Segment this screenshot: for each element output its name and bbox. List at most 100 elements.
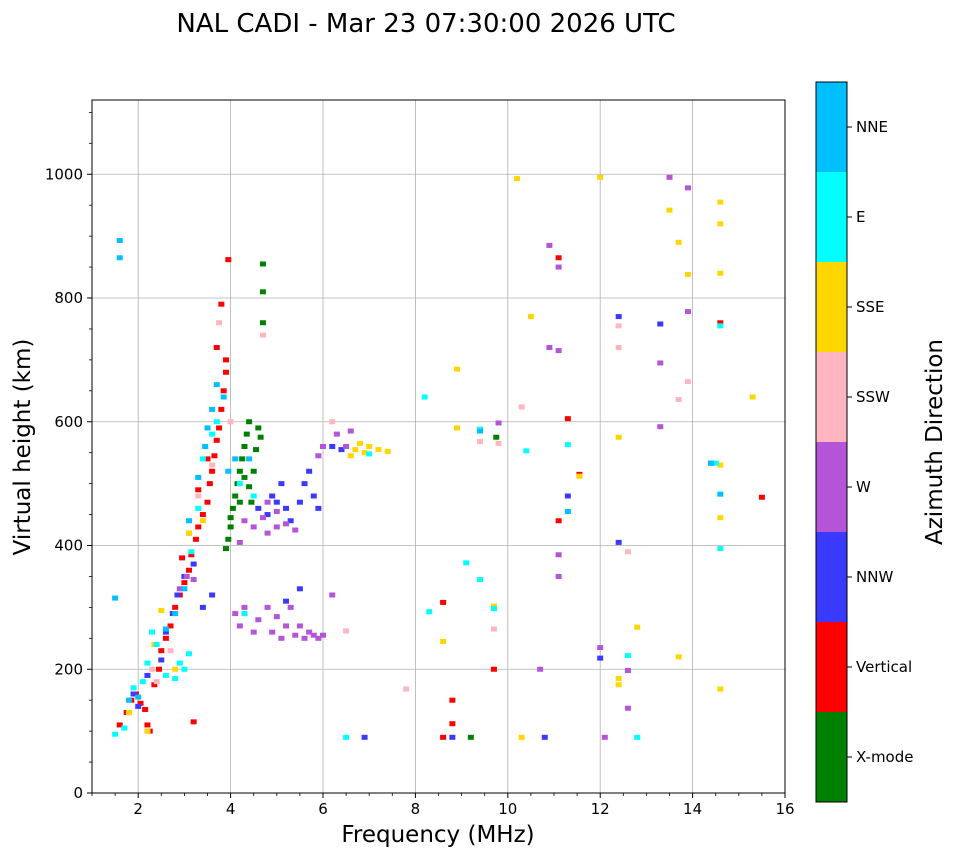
- data-point-sse: [514, 176, 521, 182]
- data-point-nne: [564, 508, 571, 514]
- data-point-vertical: [218, 406, 225, 412]
- data-point-x-mode: [236, 499, 243, 505]
- data-point-e: [199, 456, 206, 462]
- data-point-nne: [125, 697, 132, 703]
- data-point-nnw: [338, 447, 345, 453]
- data-point-e: [188, 549, 195, 555]
- y-tick-label: 600: [54, 413, 83, 431]
- data-point-ssw: [227, 419, 234, 425]
- data-point-w: [301, 635, 308, 641]
- data-point-vertical: [206, 481, 213, 487]
- data-point-w: [546, 242, 553, 248]
- data-point-nnw: [301, 481, 308, 487]
- data-point-vertical: [167, 623, 174, 629]
- data-point-ssw: [490, 626, 497, 632]
- data-point-w: [273, 614, 280, 620]
- data-point-nnw: [564, 493, 571, 499]
- data-point-nnw: [209, 592, 216, 598]
- data-point-sse: [717, 686, 724, 692]
- data-point-w: [347, 428, 354, 434]
- data-point-x-mode: [259, 261, 266, 267]
- data-point-nnw: [597, 655, 604, 661]
- data-point-sse: [440, 638, 447, 644]
- data-point-x-mode: [222, 546, 229, 552]
- data-point-e: [634, 734, 641, 740]
- data-point-vertical: [218, 301, 225, 307]
- data-point-sse: [717, 270, 724, 276]
- data-point-nnw: [329, 444, 336, 449]
- colorbar-segment: [816, 352, 847, 442]
- data-point-e: [421, 394, 428, 400]
- data-point-nnw: [278, 481, 285, 487]
- data-point-e: [241, 611, 248, 617]
- data-point-nne: [225, 468, 232, 474]
- data-point-vertical: [222, 369, 229, 375]
- y-tick-label: 0: [73, 784, 83, 802]
- colorbar-tick-label: NNE: [856, 118, 888, 136]
- data-point-e: [717, 546, 724, 552]
- data-point-ssw: [195, 493, 202, 499]
- colorbar-tick-label: X-mode: [856, 748, 913, 766]
- data-point-sse: [384, 448, 391, 454]
- x-tick-label: 10: [498, 800, 517, 818]
- data-point-e: [236, 481, 243, 487]
- data-point-vertical: [188, 552, 195, 558]
- data-point-nnw: [162, 629, 169, 635]
- data-point-nne: [116, 255, 123, 261]
- data-point-nnw: [190, 561, 197, 567]
- data-point-nnw: [135, 703, 142, 709]
- data-point-x-mode: [250, 468, 257, 474]
- data-point-w: [259, 515, 266, 521]
- data-point-nne: [708, 460, 715, 466]
- data-point-w: [183, 573, 190, 579]
- data-point-nnw: [158, 657, 165, 663]
- data-point-w: [333, 431, 340, 437]
- data-point-nnw: [306, 468, 313, 474]
- colorbar-tick-label: E: [856, 208, 865, 226]
- chart-title: NAL CADI - Mar 23 07:30:00 2026 UTC: [176, 9, 675, 39]
- data-point-x-mode: [229, 505, 236, 511]
- data-point-sse: [576, 473, 583, 479]
- data-point-ssw: [259, 332, 266, 338]
- data-point-e: [195, 505, 202, 511]
- colorbar-label: Azimuth Direction: [922, 339, 948, 545]
- data-point-ssw: [477, 439, 484, 445]
- data-point-sse: [352, 447, 359, 453]
- data-point-sse: [361, 450, 368, 456]
- colorbar-tick-label: SSW: [856, 388, 890, 406]
- data-point-w: [329, 592, 336, 598]
- data-point-w: [250, 524, 257, 530]
- data-point-sse: [675, 239, 682, 245]
- data-point-w: [657, 360, 664, 366]
- data-point-e: [153, 642, 160, 647]
- y-axis-label: Virtual height (km): [10, 339, 36, 556]
- data-point-w: [250, 629, 257, 635]
- data-point-nnw: [315, 505, 322, 511]
- data-point-e: [121, 725, 128, 731]
- colorbar-segment: [816, 442, 847, 532]
- colorbar-segment: [816, 712, 847, 802]
- data-point-nne: [220, 394, 227, 400]
- data-point-x-mode: [227, 524, 234, 530]
- colorbar-frame: [815, 81, 848, 803]
- y-tick-label: 400: [54, 537, 83, 555]
- data-point-vertical: [162, 635, 169, 641]
- data-point-x-mode: [246, 484, 253, 490]
- data-point-w: [601, 734, 608, 740]
- data-point-ssw: [684, 379, 691, 385]
- data-point-sse: [347, 453, 354, 459]
- data-point-w: [657, 424, 664, 430]
- y-tick-label: 1000: [45, 165, 83, 183]
- data-point-nnw: [269, 493, 276, 499]
- data-point-w: [236, 539, 243, 545]
- data-point-vertical: [204, 499, 211, 505]
- data-point-nnw: [449, 734, 456, 740]
- data-point-e: [162, 672, 169, 678]
- data-point-sse: [453, 425, 460, 431]
- data-point-nnw: [174, 592, 181, 598]
- data-point-vertical: [490, 666, 497, 672]
- data-point-sse: [717, 199, 724, 205]
- data-point-nnw: [615, 314, 622, 320]
- y-tick-label: 200: [54, 660, 83, 678]
- data-point-e: [564, 442, 571, 448]
